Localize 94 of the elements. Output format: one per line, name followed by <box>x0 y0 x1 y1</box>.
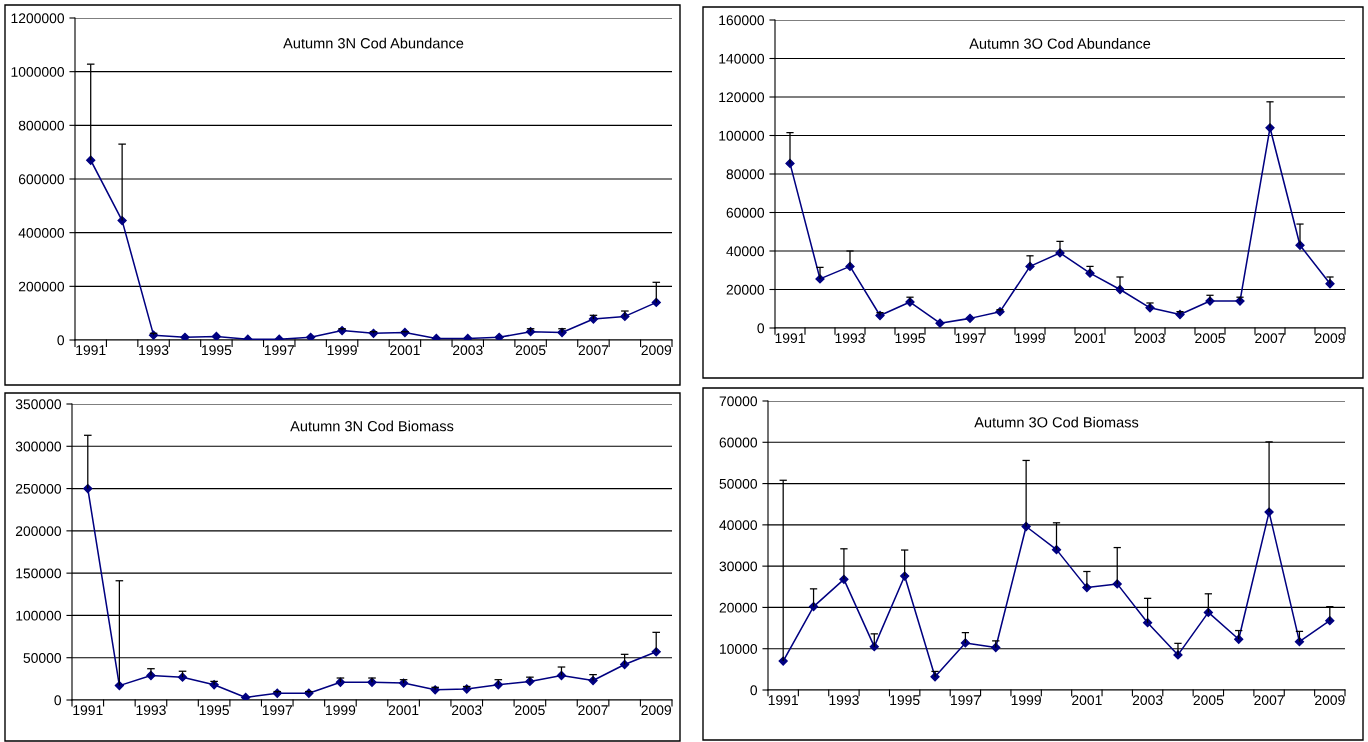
x-tick-label: 1995 <box>202 345 232 356</box>
point <box>1294 637 1305 647</box>
x-tick-label: 1993 <box>829 695 859 706</box>
x-tick-label: 2009 <box>1315 333 1345 344</box>
y-tick-label: 600000 <box>18 174 65 185</box>
y-tick-label: 80000 <box>726 169 765 180</box>
y-tick-label: 0 <box>757 323 765 334</box>
y-tick-label: 0 <box>57 335 65 346</box>
text: Autumn 3O Cod Abundance <box>969 38 1151 49</box>
point <box>398 678 409 688</box>
x-tick-label: 1991 <box>768 695 798 706</box>
y-tick-label: 300000 <box>15 441 62 452</box>
x-tick-label: 2003 <box>1135 333 1165 344</box>
x-tick-label: 2003 <box>453 345 483 356</box>
x-tick-label: 2007 <box>1255 333 1285 344</box>
x-tick-label: 1991 <box>775 333 805 344</box>
x-tick-label: 2001 <box>390 345 420 356</box>
point <box>177 672 188 682</box>
x-tick-label: 1999 <box>327 345 357 356</box>
y-tick-label: 160000 <box>719 15 765 26</box>
y-tick-label: 250000 <box>15 483 62 494</box>
y-tick-label: 0 <box>750 685 758 696</box>
x-tick-label: 1995 <box>895 333 925 344</box>
x-tick-label: 1995 <box>890 695 920 706</box>
y-tick-label: 10000 <box>720 644 758 654</box>
point <box>1325 616 1335 626</box>
point <box>241 692 251 700</box>
x-tick-label: 1993 <box>139 345 169 356</box>
y-tick-label: 120000 <box>719 92 765 103</box>
y-tick-label: 1200000 <box>11 13 65 24</box>
y-tick-label: 60000 <box>726 207 765 218</box>
point <box>965 313 975 323</box>
y-tick-label: 50000 <box>23 653 62 663</box>
x-tick-label: 2005 <box>1193 695 1224 706</box>
point <box>651 297 661 308</box>
point <box>1112 579 1122 589</box>
x-tick-label: 1997 <box>955 333 985 344</box>
y-tick-label: 0 <box>54 695 62 706</box>
x-tick-label: 1993 <box>835 333 865 344</box>
x-tick-label: 1991 <box>73 705 103 716</box>
point <box>180 332 190 340</box>
point <box>494 332 504 340</box>
x-tick-label: 2001 <box>388 705 419 716</box>
x-tick-label: 2009 <box>641 705 671 716</box>
x-tick-label: 2003 <box>451 705 482 716</box>
y-tick-label: 60000 <box>719 437 758 448</box>
x-tick-label: 1997 <box>264 345 294 356</box>
x-tick-label: 2005 <box>515 345 546 356</box>
x-tick-label: 2007 <box>578 705 608 716</box>
y-tick-label: 40000 <box>719 520 758 531</box>
x-tick-label: 2005 <box>1195 333 1225 344</box>
y-tick-label: 30000 <box>719 561 758 572</box>
text: Autumn 3N Cod Biomass <box>290 420 454 432</box>
y-tick-label: 100000 <box>719 130 765 141</box>
point <box>211 331 222 340</box>
y-tick-label: 150000 <box>16 568 62 579</box>
y-tick-label: 20000 <box>726 284 765 295</box>
x-tick-label: 2007 <box>578 345 609 356</box>
x-tick-label: 2007 <box>1254 695 1284 706</box>
y-tick-label: 200000 <box>15 526 62 537</box>
y-tick-label: 70000 <box>719 396 758 407</box>
point <box>463 333 473 340</box>
y-tick-label: 100000 <box>16 610 62 621</box>
x-tick-label: 1991 <box>76 345 106 356</box>
point <box>1142 618 1153 628</box>
x-tick-label: 1999 <box>1011 695 1041 706</box>
x-tick-label: 2005 <box>515 705 545 716</box>
point <box>431 333 441 340</box>
text: Autumn 3N Cod Abundance <box>283 37 464 49</box>
x-tick-label: 2003 <box>1132 695 1163 706</box>
point <box>960 638 971 648</box>
x-tick-label: 2009 <box>1315 695 1345 706</box>
y-tick-label: 20000 <box>719 602 758 613</box>
x-tick-label: 1999 <box>1015 333 1045 344</box>
y-tick-label: 140000 <box>719 53 765 64</box>
x-tick-label: 2001 <box>1072 695 1102 706</box>
point <box>935 318 945 328</box>
y-tick-label: 400000 <box>18 228 65 238</box>
y-tick-label: 40000 <box>726 246 765 257</box>
x-tick-label: 1999 <box>326 705 356 716</box>
y-tick-label: 350000 <box>15 399 62 410</box>
y-tick-label: 200000 <box>18 281 65 292</box>
y-tick-label: 1000000 <box>11 67 65 77</box>
point <box>306 332 316 340</box>
text: Autumn 3O Cod Biomass <box>974 416 1139 428</box>
x-tick-label: 1997 <box>951 695 981 706</box>
x-tick-label: 1993 <box>136 705 166 716</box>
x-tick-label: 1997 <box>262 705 293 716</box>
y-tick-label: 800000 <box>18 120 65 131</box>
x-tick-label: 2009 <box>641 345 672 356</box>
y-tick-label: 50000 <box>719 478 758 489</box>
x-tick-label: 1995 <box>199 705 229 716</box>
point <box>991 642 1001 653</box>
x-tick-label: 2001 <box>1075 333 1105 344</box>
